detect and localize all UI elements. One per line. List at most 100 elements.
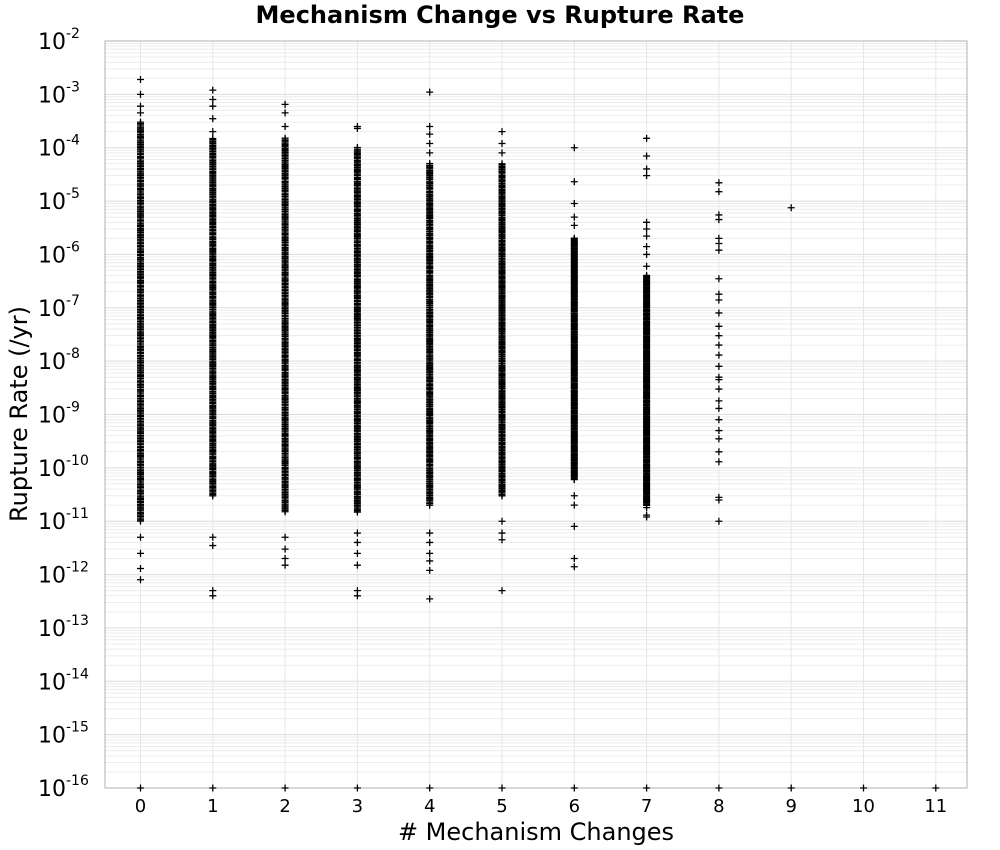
y-tick-label: 10-5	[38, 186, 80, 215]
data-point	[643, 165, 651, 173]
data-point	[426, 549, 434, 557]
data-point	[498, 139, 506, 147]
data-point	[137, 118, 144, 126]
data-point	[643, 243, 651, 251]
y-tick-label: 10-14	[38, 666, 89, 695]
data-point	[570, 144, 578, 152]
y-tick-label: 10-9	[38, 400, 80, 429]
y-tick-label: 10-12	[38, 560, 89, 589]
data-point	[570, 200, 578, 208]
data-point	[570, 492, 578, 500]
data-point	[570, 522, 578, 530]
data-point	[643, 271, 651, 279]
data-point	[137, 533, 144, 541]
data-point	[426, 130, 434, 138]
data-point	[643, 262, 651, 270]
data-point	[353, 784, 361, 792]
data-point	[281, 134, 289, 142]
x-tick-label: 2	[279, 796, 290, 817]
data-point	[860, 784, 867, 792]
data-point	[715, 397, 723, 405]
data-points	[137, 75, 940, 792]
data-point	[353, 144, 361, 152]
data-point	[570, 555, 578, 563]
data-point	[137, 549, 144, 557]
data-point	[787, 204, 795, 212]
grid-lines	[105, 41, 967, 789]
data-point	[715, 376, 723, 384]
data-point	[570, 221, 578, 229]
y-tick-label: 10-6	[38, 239, 80, 268]
data-point	[137, 90, 144, 98]
data-point	[426, 595, 434, 603]
x-tick-label: 3	[352, 796, 363, 817]
x-tick-label: 11	[924, 796, 947, 817]
data-point	[353, 549, 361, 557]
data-point	[715, 296, 723, 304]
data-point	[353, 592, 361, 600]
data-point	[498, 536, 506, 544]
data-point	[715, 496, 723, 504]
data-point	[353, 561, 361, 569]
y-tick-label: 10-8	[38, 346, 80, 375]
data-point	[137, 784, 144, 792]
data-point	[715, 240, 723, 248]
y-axis-label: Rupture Rate (/yr)	[5, 306, 33, 522]
data-point	[643, 152, 651, 160]
data-point	[715, 517, 723, 525]
data-point	[715, 188, 723, 196]
y-tick-label: 10-15	[38, 720, 89, 749]
data-point	[209, 86, 217, 94]
x-tick-label: 8	[713, 796, 724, 817]
data-point	[209, 784, 217, 792]
data-point	[715, 416, 723, 424]
data-point	[643, 784, 651, 792]
data-point	[643, 232, 651, 240]
data-point	[426, 538, 434, 546]
y-tick-label: 10-13	[38, 613, 89, 642]
y-tick-label: 10-11	[38, 506, 89, 535]
y-tick-label: 10-10	[38, 453, 89, 482]
data-point	[281, 555, 289, 563]
data-point	[715, 404, 723, 412]
x-tick-label: 4	[424, 796, 435, 817]
data-point	[281, 100, 289, 108]
data-point	[715, 427, 723, 435]
y-tick-label: 10-2	[38, 26, 80, 55]
data-point	[281, 561, 289, 569]
x-tick-label: 9	[785, 796, 796, 817]
data-point	[715, 332, 723, 340]
data-point	[209, 592, 217, 600]
y-tick-label: 10-3	[38, 79, 80, 108]
data-point	[715, 275, 723, 283]
x-tick-label: 10	[852, 796, 875, 817]
y-tick-label: 10-16	[38, 773, 89, 802]
data-point	[353, 529, 361, 537]
data-point	[498, 149, 506, 157]
x-tick-label: 6	[569, 796, 580, 817]
data-point	[281, 784, 289, 792]
data-point	[715, 322, 723, 330]
data-point	[426, 139, 434, 147]
data-point	[715, 784, 723, 792]
x-tick-label: 5	[496, 796, 507, 817]
data-point	[137, 109, 144, 117]
data-point	[137, 576, 144, 584]
x-tick-label: 1	[207, 796, 218, 817]
chart-title: Mechanism Change vs Rupture Rate	[256, 1, 745, 29]
data-point	[137, 564, 144, 572]
data-point	[643, 172, 651, 180]
y-axis-ticks: 10-2 10-3 10-4 10-5 10-6 10-7 10-8 10-9 10-10 10-…	[38, 26, 89, 802]
data-point	[353, 124, 361, 132]
data-point	[570, 784, 578, 792]
data-point	[570, 501, 578, 509]
data-point	[281, 109, 289, 117]
data-point	[426, 557, 434, 565]
data-point	[137, 102, 144, 110]
data-point	[281, 533, 289, 541]
data-point	[787, 784, 795, 792]
data-point	[498, 517, 506, 525]
data-point	[643, 218, 651, 226]
data-point	[570, 213, 578, 221]
